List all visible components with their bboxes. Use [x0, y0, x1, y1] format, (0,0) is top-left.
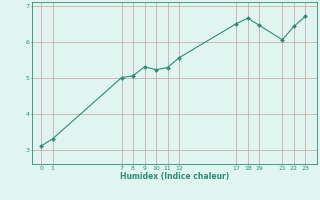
X-axis label: Humidex (Indice chaleur): Humidex (Indice chaleur): [120, 172, 229, 181]
